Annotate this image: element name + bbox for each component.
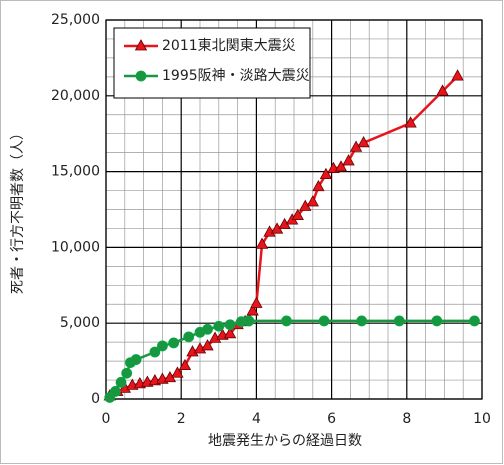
- marker: [156, 340, 168, 352]
- marker: [223, 326, 237, 339]
- y-tick-label: 20,000: [51, 88, 100, 104]
- legend-label: 2011東北関東大震災: [162, 38, 296, 54]
- marker: [318, 315, 330, 327]
- legend-label: 1995阪神・淡路大震災: [162, 68, 310, 84]
- x-tick-label: 6: [327, 411, 336, 427]
- marker: [130, 354, 142, 365]
- marker: [281, 315, 292, 327]
- marker: [201, 339, 214, 351]
- marker: [115, 376, 127, 388]
- marker: [149, 346, 161, 358]
- y-tick-label: 5,000: [60, 315, 100, 331]
- y-tick-label: 25,000: [51, 12, 100, 28]
- marker: [393, 315, 405, 327]
- marker: [168, 337, 180, 349]
- marker: [121, 367, 133, 379]
- marker: [171, 366, 184, 378]
- marker: [404, 116, 417, 128]
- marker: [250, 296, 263, 308]
- x-axis-title: 地震発生からの経過日数: [208, 433, 362, 449]
- marker: [342, 154, 355, 166]
- marker: [334, 160, 348, 172]
- y-tick-label: 15,000: [51, 164, 100, 180]
- marker: [202, 323, 213, 335]
- marker: [436, 84, 449, 96]
- marker: [243, 315, 255, 327]
- x-tick-label: 10: [473, 411, 491, 427]
- y-axis-title: 死者・行方不明者数（人）: [10, 126, 26, 294]
- marker: [134, 39, 148, 51]
- legend-box: [113, 27, 311, 99]
- marker: [110, 386, 121, 397]
- marker: [291, 208, 304, 220]
- y-tick-label: 0: [91, 391, 100, 407]
- x-tick-label: 4: [252, 411, 261, 427]
- marker: [255, 237, 269, 249]
- marker: [135, 70, 147, 82]
- marker: [224, 319, 236, 331]
- marker: [312, 179, 325, 192]
- marker: [431, 315, 443, 327]
- marker: [246, 304, 259, 316]
- marker: [213, 320, 225, 332]
- x-tick-label: 0: [102, 411, 111, 427]
- marker: [319, 167, 333, 180]
- marker: [183, 331, 195, 343]
- marker: [357, 135, 370, 148]
- marker: [451, 69, 464, 81]
- plot-border: [105, 19, 483, 400]
- y-tick-label: 10,000: [51, 239, 100, 255]
- x-tick-label: 2: [177, 411, 186, 427]
- marker: [469, 315, 480, 327]
- marker: [356, 315, 368, 327]
- marker: [178, 358, 192, 371]
- x-tick-label: 8: [402, 411, 411, 427]
- marker: [306, 195, 319, 207]
